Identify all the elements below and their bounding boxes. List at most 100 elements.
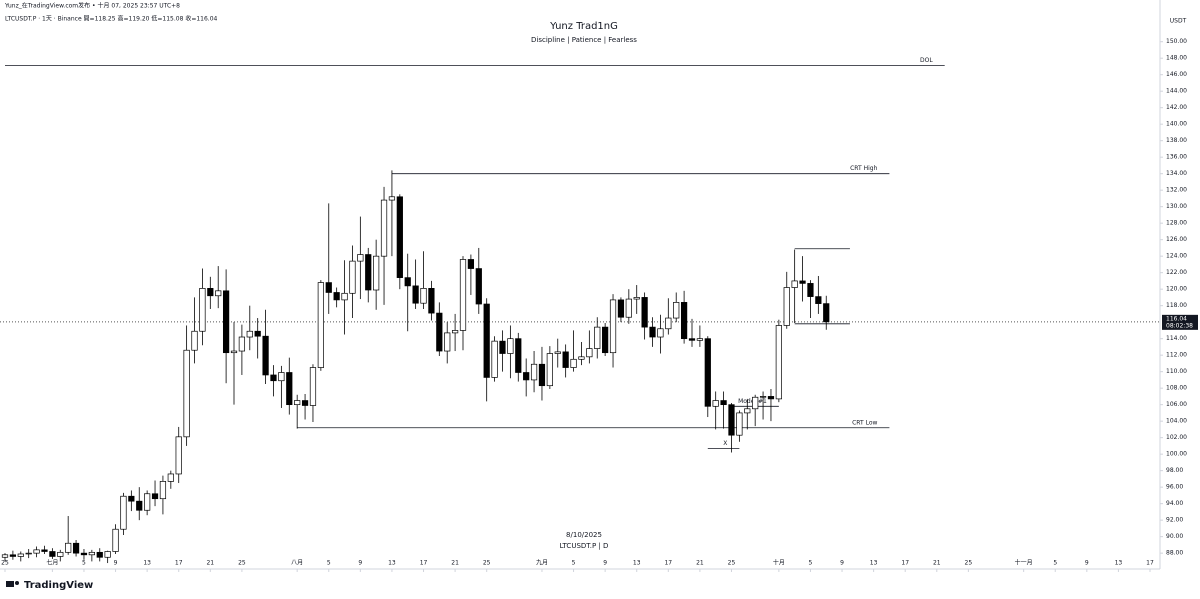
- x-tick-label: 17: [175, 560, 183, 567]
- annotation-label: CRT High: [850, 165, 877, 172]
- y-tick-label: 132.00: [1166, 187, 1187, 194]
- x-tick-label: 9: [358, 560, 362, 567]
- candle-body: [767, 396, 775, 400]
- candle-body: [72, 542, 80, 554]
- candle-body: [349, 260, 356, 294]
- candle-body: [633, 297, 640, 300]
- x-tick-label: 25: [1, 560, 9, 567]
- candle-body: [736, 412, 743, 436]
- candle-body: [451, 330, 459, 334]
- candle-body: [144, 493, 151, 511]
- candle-body: [49, 551, 56, 557]
- y-tick-label: 94.00: [1166, 500, 1183, 507]
- watermark-symbol: LTCUSDT.P | D: [560, 542, 609, 550]
- x-tick-label: 5: [809, 560, 813, 567]
- candle-body: [333, 292, 340, 301]
- y-tick-label: 128.00: [1166, 220, 1187, 227]
- annotation-label: X: [723, 440, 727, 447]
- candle-body: [294, 400, 301, 406]
- candle-body: [744, 408, 751, 414]
- y-tick-label: 100.00: [1166, 451, 1187, 458]
- candle-body: [325, 282, 332, 293]
- candle-body: [546, 353, 553, 387]
- candle-body: [357, 254, 364, 262]
- y-tick-label: 142.00: [1166, 104, 1187, 111]
- candle-body: [704, 338, 711, 407]
- candle-body: [649, 326, 656, 338]
- candle-body: [807, 283, 814, 297]
- candle-body: [752, 396, 759, 410]
- candle-body: [602, 326, 609, 354]
- candle-body: [191, 330, 198, 351]
- y-tick-label: 90.00: [1166, 533, 1183, 540]
- candle-body: [96, 551, 103, 558]
- x-tick-label: 17: [420, 560, 428, 567]
- annotation-label: DOL: [920, 57, 933, 64]
- candle-body: [625, 298, 632, 318]
- x-tick-label: 17: [1146, 560, 1154, 567]
- candle-body: [33, 549, 40, 554]
- y-tick-label: 114.00: [1166, 335, 1187, 342]
- y-tick-label: 146.00: [1166, 71, 1187, 78]
- brand[interactable]: TradingView: [24, 580, 93, 591]
- candle-body: [380, 199, 388, 257]
- candle-body: [515, 338, 522, 373]
- candle-body: [562, 351, 569, 368]
- annotation-label: CRT Low: [852, 419, 877, 426]
- candle-body: [459, 259, 467, 331]
- x-tick-label: 21: [206, 560, 214, 567]
- candle-body: [104, 551, 111, 558]
- candle-body: [499, 340, 506, 354]
- candle-body: [341, 292, 348, 301]
- x-tick-label: 十一月: [1015, 559, 1033, 567]
- y-tick-label: 102.00: [1166, 434, 1187, 441]
- candle-body: [199, 288, 206, 332]
- y-tick-label: 140.00: [1166, 121, 1187, 128]
- x-tick-label: 21: [451, 560, 459, 567]
- chart-title: Yunz Trad1nG: [549, 21, 618, 32]
- candle-body: [799, 280, 806, 284]
- candle-body: [570, 358, 577, 368]
- x-tick-label: 25: [965, 560, 973, 567]
- x-tick-label: 21: [696, 560, 704, 567]
- candle-body: [1, 554, 9, 558]
- y-tick-label: 110.00: [1166, 368, 1187, 375]
- candle-body: [578, 356, 585, 360]
- candle-body: [815, 296, 822, 304]
- y-tick-label: 96.00: [1166, 484, 1183, 491]
- candle-body: [680, 302, 688, 340]
- x-tick-label: 25: [483, 560, 491, 567]
- y-tick-label: 148.00: [1166, 55, 1187, 62]
- candle-body: [9, 554, 17, 557]
- candle-body: [396, 196, 403, 278]
- candle-body: [278, 372, 285, 382]
- y-tick-label: 134.00: [1166, 170, 1187, 177]
- candle-body: [262, 335, 269, 376]
- candle-body: [530, 363, 538, 381]
- candle-body: [507, 338, 514, 354]
- candle-body: [41, 549, 48, 552]
- candle-body: [167, 473, 174, 482]
- candle-body: [688, 338, 696, 341]
- candle-body: [128, 495, 135, 502]
- candle-body: [696, 338, 704, 341]
- candle-body: [230, 350, 238, 354]
- candle-body: [309, 367, 317, 406]
- candle-body: [404, 277, 411, 287]
- candle-body: [436, 312, 443, 352]
- x-tick-label: 5: [327, 560, 331, 567]
- candle-body: [57, 551, 64, 557]
- y-tick-label: 130.00: [1166, 203, 1187, 210]
- x-tick-label: 5: [572, 560, 576, 567]
- chart-subtitle: Discipline | Patience | Fearless: [531, 36, 637, 44]
- x-tick-label: 9: [1085, 560, 1089, 567]
- last-price-label: 116.04: [1166, 315, 1187, 322]
- x-tick-label: 5: [1053, 560, 1057, 567]
- x-tick-label: 17: [664, 560, 672, 567]
- candle-body: [657, 328, 664, 338]
- candle-body: [301, 400, 309, 406]
- symbol-line: LTCUSDT.P · 1天 · Binance 開=118.25 高=119.…: [5, 15, 218, 23]
- candle-body: [641, 297, 648, 328]
